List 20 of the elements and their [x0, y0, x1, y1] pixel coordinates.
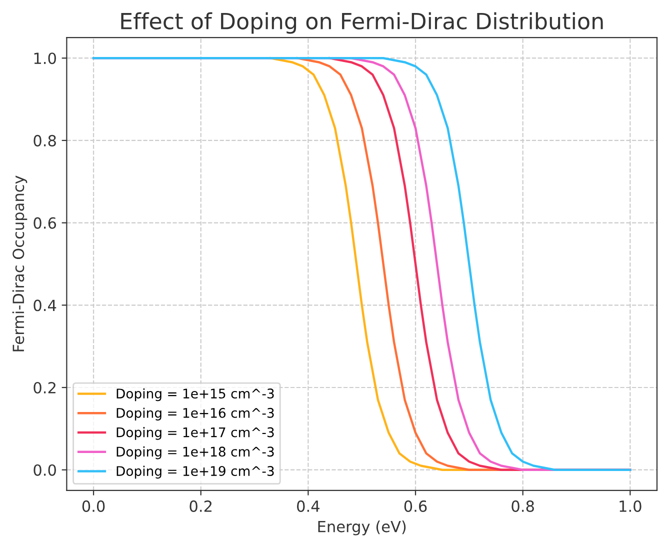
x-tick-label: 0.4 [297, 500, 320, 512]
x-tick-label: 0.8 [512, 500, 534, 512]
y-tick-label: 0.6 [34, 217, 56, 229]
x-tick-label: 0.2 [190, 500, 212, 512]
x-tick-label: 0.6 [404, 500, 427, 512]
x-axis-title: Energy (eV) [318, 520, 406, 536]
chart-title: Effect of Doping on Fermi-Dirac Distribution [121, 12, 603, 34]
y-tick-label: 0.2 [34, 382, 56, 394]
y-tick-label: 0.4 [34, 300, 56, 312]
y-tick-label: 0.0 [34, 464, 56, 476]
y-axis-title: Fermi-Dirac Occupancy [12, 176, 28, 352]
x-tick-label: 0.0 [82, 500, 105, 512]
legend-label: Doping = 1e+16 cm^-3 [116, 408, 274, 420]
y-tick-label: 0.8 [34, 134, 56, 146]
legend-label: Doping = 1e+19 cm^-3 [116, 466, 274, 479]
x-tick-label: 1.0 [620, 500, 642, 512]
legend-label: Doping = 1e+15 cm^-3 [116, 388, 274, 402]
legend-label: Doping = 1e+18 cm^-3 [116, 446, 274, 460]
legend-label: Doping = 1e+17 cm^-3 [116, 427, 274, 440]
y-tick-label: 1.0 [34, 52, 56, 64]
